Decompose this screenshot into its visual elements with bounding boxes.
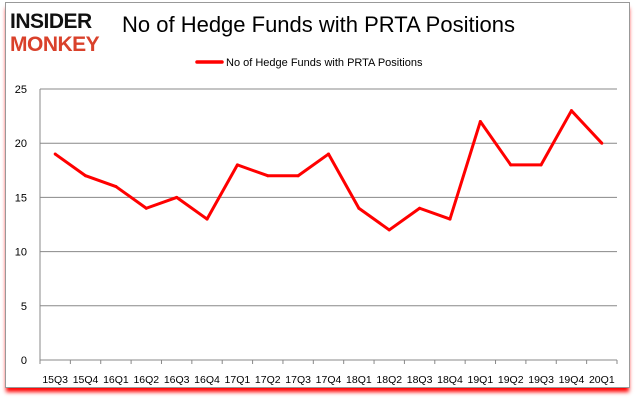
data-point (296, 174, 300, 178)
x-tick-label: 17Q4 (316, 374, 342, 386)
data-point (478, 120, 482, 124)
data-point (539, 163, 543, 167)
x-tick-label: 19Q3 (528, 374, 554, 386)
data-point (509, 163, 513, 167)
chart-title: No of Hedge Funds with PRTA Positions (122, 12, 515, 37)
x-tick-label: 16Q1 (103, 374, 129, 386)
x-tick-label: 18Q3 (407, 374, 433, 386)
data-point (418, 206, 422, 210)
x-tick-label: 19Q4 (559, 374, 585, 386)
x-tick-label: 18Q4 (437, 374, 463, 386)
data-point (266, 174, 270, 178)
data-point (569, 109, 573, 113)
x-tick-label: 16Q2 (133, 374, 159, 386)
data-point (114, 185, 118, 189)
x-tick-label: 16Q3 (164, 374, 190, 386)
x-tick-label: 19Q1 (467, 374, 493, 386)
chart-frame (5, 2, 630, 388)
y-tick-label: 0 (21, 355, 27, 367)
data-point (357, 206, 361, 210)
data-point (84, 174, 88, 178)
x-tick-label: 20Q1 (589, 374, 615, 386)
insider-monkey-logo: INSIDER MONKEY (10, 10, 100, 53)
data-point (600, 141, 604, 145)
data-point (53, 152, 57, 156)
x-tick-label: 15Q4 (73, 374, 99, 386)
data-point (387, 228, 391, 232)
data-point (144, 206, 148, 210)
x-tick-label: 16Q4 (194, 374, 220, 386)
series-line (54, 109, 603, 232)
legend-label: No of Hedge Funds with PRTA Positions (226, 57, 423, 69)
y-tick-label: 25 (15, 84, 27, 96)
data-point (235, 163, 239, 167)
y-tick-label: 20 (15, 138, 27, 150)
x-tick-label: 17Q3 (285, 374, 311, 386)
x-tick-label: 15Q3 (42, 374, 68, 386)
data-point (175, 195, 179, 199)
x-tick-label: 17Q1 (225, 374, 251, 386)
svg-text:INSIDER: INSIDER (10, 10, 92, 33)
x-tick-label: 19Q2 (498, 374, 524, 386)
data-point (205, 217, 209, 221)
x-tick-label: 18Q1 (346, 374, 372, 386)
y-tick-label: 15 (15, 192, 27, 204)
y-tick-label: 10 (15, 247, 27, 259)
x-tick-label: 17Q2 (255, 374, 281, 386)
data-point (327, 152, 330, 156)
y-tick-label: 5 (21, 301, 27, 313)
data-point (448, 217, 452, 221)
svg-text:MONKEY: MONKEY (10, 33, 100, 53)
x-tick-label: 18Q2 (376, 374, 402, 386)
